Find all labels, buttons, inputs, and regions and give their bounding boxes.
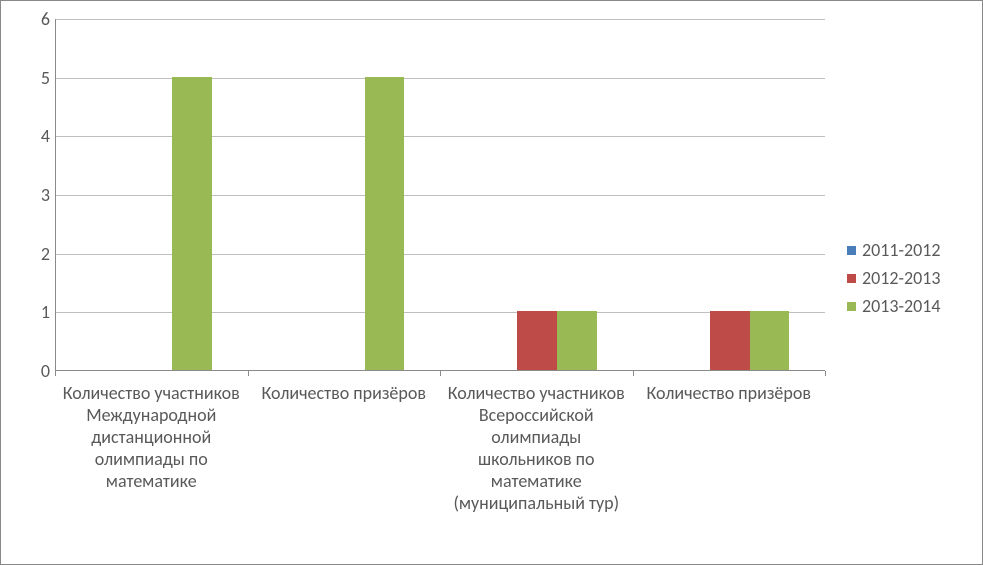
x-category-label: Количество участников Международной дист… [55,376,248,514]
legend-label: 2012-2013 [862,267,941,289]
y-tick-label: 1 [41,301,56,323]
legend-swatch [847,246,856,255]
x-labels: Количество участников Международной дист… [55,376,825,514]
y-tick-label: 3 [41,184,56,206]
legend-swatch [847,302,856,311]
y-tick-label: 5 [41,67,56,89]
legend-label: 2011-2012 [862,239,941,261]
plot-area: 0123456 [55,19,825,371]
bar [750,311,790,370]
x-category-label: Количество участников Всероссийской олим… [440,376,633,514]
x-category-label: Количество призёров [633,376,826,514]
chart-container: 0123456Количество участников Международн… [0,0,983,565]
legend-item: 2012-2013 [847,267,941,289]
legend: 2011-2012 2012-2013 2013-2014 [847,239,941,323]
y-tick-label: 4 [41,125,56,147]
x-category-label: Количество призёров [248,376,441,514]
bar [710,311,750,370]
y-tick-label: 2 [41,243,56,265]
legend-swatch [847,274,856,283]
legend-item: 2011-2012 [847,239,941,261]
bar [557,311,597,370]
y-tick-label: 0 [41,360,56,382]
bar [365,77,405,370]
x-tick-mark [825,371,826,376]
y-tick-label: 6 [41,8,56,30]
bars-layer [56,19,825,370]
legend-item: 2013-2014 [847,295,941,317]
bar [172,77,212,370]
bar [517,311,557,370]
legend-label: 2013-2014 [862,295,941,317]
